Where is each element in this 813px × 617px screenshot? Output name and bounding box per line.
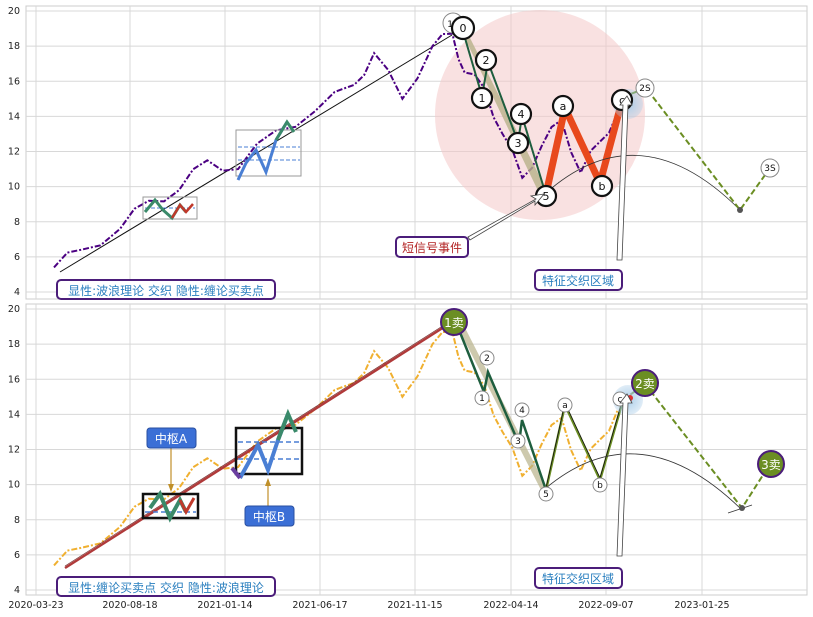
y-tick-label: 20	[8, 304, 20, 315]
top-y-axis: 4 6 8 10 12 14 16 18 20	[8, 6, 20, 298]
y-tick-label: 6	[14, 550, 20, 561]
y-tick-label: 10	[8, 182, 20, 193]
sell-points: 1卖 2卖 3卖	[440, 308, 785, 478]
y-tick-label: 16	[8, 374, 20, 385]
y-tick-label: 12	[8, 147, 20, 158]
subwave-a2-bottom	[178, 497, 196, 516]
sell-point-3: 3卖	[761, 458, 781, 472]
x-tick-label: 2021-11-15	[387, 600, 442, 611]
abc-wave-bottom	[544, 399, 625, 491]
x-tick-label: 2022-09-07	[578, 600, 633, 611]
feature-region-label-bottom: 特征交织区域	[542, 571, 614, 586]
feature-arrow-top	[616, 95, 633, 261]
subwave-b3-bottom	[276, 408, 298, 441]
wave-label-2S: 2S	[639, 84, 651, 94]
sell-point-1: 1卖	[444, 316, 464, 330]
caption-bottom: 显性:缠论买卖点 交织 隐性:波浪理论	[68, 580, 264, 595]
signal-event-box	[395, 236, 469, 258]
wave-label-2: 2	[483, 54, 490, 67]
projection-end-dot-bottom	[739, 505, 745, 511]
wave-label-4: 4	[518, 108, 525, 121]
wave-label-1-b: 1	[479, 394, 485, 404]
signal-arrow-top	[467, 193, 545, 241]
y-tick-label: 14	[8, 111, 20, 122]
y-tick-label: 8	[14, 515, 20, 526]
sell-point-2: 2卖	[635, 377, 655, 391]
y-tick-label: 18	[8, 41, 20, 52]
signal-event-label: 短信号事件	[402, 241, 462, 255]
arc-line-bottom	[545, 453, 743, 511]
wave-label-5: 5	[543, 190, 550, 203]
wave-label-b-b: b	[597, 481, 603, 491]
y-tick-label: 4	[14, 585, 20, 596]
zhongshu-a-label-box	[146, 427, 197, 449]
zhongshu-a-label: 中枢A	[155, 431, 188, 446]
wave-label-2-b: 2	[484, 354, 490, 364]
abc-wave-top	[542, 96, 627, 195]
wave-label-1: 1	[479, 92, 486, 105]
zhongshu-b-pointer-head	[265, 478, 271, 486]
y-tick-label: 6	[14, 252, 20, 263]
price-series-top	[53, 32, 619, 269]
wave-label-3-b: 3	[515, 437, 521, 447]
zhongshu-b-label: 中枢B	[253, 509, 285, 524]
subwave-b2-top	[274, 119, 296, 141]
subwave-b2-bottom	[230, 466, 242, 480]
decline-wave-top	[461, 27, 547, 196]
zhongshu-a-pointer-head	[168, 484, 174, 492]
wave-label-b: b	[599, 180, 606, 193]
wave-label-c-b: c	[618, 395, 623, 405]
y-tick-label: 16	[8, 76, 20, 87]
zhongshu-box-small-a	[142, 196, 198, 220]
subwave-a2-top	[170, 202, 194, 219]
decline-wave-bottom	[453, 319, 548, 491]
wave-label-3: 3	[515, 137, 522, 150]
feature-arrow-bottom	[616, 393, 633, 557]
zhongshu-b-box	[234, 426, 304, 476]
y-tick-label: 4	[14, 287, 20, 298]
x-tick-label: 2020-08-18	[102, 600, 157, 611]
wave-labels-bottom: 1 2 3 4 5 a b c	[474, 350, 628, 502]
feature-region-box-bottom	[534, 567, 623, 589]
zhongshu-b-label-box	[244, 505, 295, 527]
feature-region-box-top	[534, 269, 623, 291]
wave-label-c: c	[619, 94, 625, 107]
abc-wave-bottom-outline	[545, 397, 624, 489]
wave-label-a: a	[560, 100, 567, 113]
y-tick-label: 20	[8, 6, 20, 17]
x-tick-label: 2021-01-14	[197, 600, 252, 611]
bottom-y-axis: 4 6 8 10 12 14 16 18 20	[8, 304, 20, 596]
projection-end-dot-top	[737, 207, 743, 213]
y-tick-label: 10	[8, 480, 20, 491]
arc-line-top	[545, 155, 741, 211]
x-tick-label: 2021-06-17	[292, 600, 347, 611]
y-tick-label: 8	[14, 217, 20, 228]
wave-label-a-b: a	[562, 401, 568, 411]
x-tick-label: 2023-01-25	[674, 600, 729, 611]
wave-label-0: 0	[460, 22, 467, 35]
y-tick-label: 14	[8, 409, 20, 420]
y-tick-label: 12	[8, 445, 20, 456]
bottom-panel: 4 6 8 10 12 14 16 18 20 1	[8, 303, 808, 597]
feature-region-label-top: 特征交织区域	[542, 273, 614, 288]
y-tick-label: 18	[8, 339, 20, 350]
caption-top: 显性:波浪理论 交织 隐性:缠论买卖点	[68, 283, 264, 298]
caption-box-top	[56, 279, 276, 300]
wave-label-3S: 3S	[764, 164, 776, 174]
price-series-bottom	[53, 330, 619, 567]
zhongshu-box-small-b	[235, 129, 302, 177]
wave-label-4-b: 4	[519, 406, 525, 416]
wave-label-5-b: 5	[543, 490, 549, 500]
x-tick-label: 2022-04-14	[483, 600, 538, 611]
x-tick-label: 2020-03-23	[8, 600, 63, 611]
caption-box-bottom	[56, 576, 276, 597]
x-axis: 2020-03-23 2020-08-18 2021-01-14 2021-06-17…	[8, 600, 729, 611]
